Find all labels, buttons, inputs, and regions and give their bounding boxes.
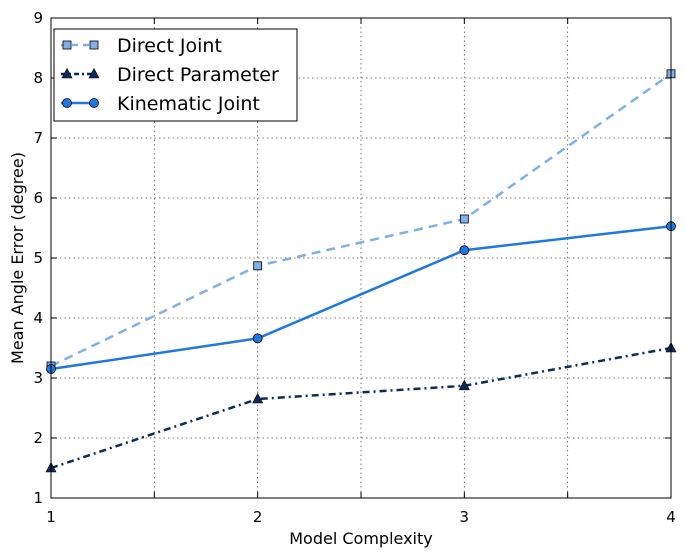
legend-marker [62,40,72,50]
y-tick-label: 2 [33,429,43,447]
data-point [459,245,470,256]
series-layer [45,69,677,473]
legend-label: Kinematic Joint [117,93,260,115]
data-point [253,261,263,271]
y-tick-label: 7 [33,129,43,147]
y-tick-label: 4 [33,309,43,327]
x-tick-label: 4 [666,508,676,526]
legend-label: Direct Parameter [117,64,279,86]
y-tick-label: 8 [33,69,43,87]
y-tick-label: 1 [33,489,43,507]
data-point [252,333,263,344]
series-kinematic-joint [46,221,676,374]
y-tick-label: 6 [33,189,43,207]
legend-marker [89,40,99,50]
series-line [50,72,672,368]
data-point [459,214,469,224]
axis-ticks: 1 2 3 4 1 2 3 4 5 6 7 8 9 [33,9,675,526]
x-tick-label: 1 [46,508,56,526]
legend-marker [61,67,73,79]
legend-marker [88,67,100,79]
x-tick-label: 3 [460,508,470,526]
series-line [50,346,672,470]
legend-label: Direct Joint [117,35,222,57]
series-line [50,224,672,371]
y-tick-label: 5 [33,249,43,267]
y-tick-label: 9 [33,9,43,27]
y-axis-label: Mean Angle Error (degree) [8,152,27,364]
legend-marker [62,98,72,108]
x-tick-label: 2 [253,508,263,526]
legend-marker [89,98,99,108]
legend: Direct Joint Direct Parameter Kinematic Jo… [53,28,298,122]
x-axis-label: Model Complexity [289,529,433,548]
data-point [252,392,264,404]
data-point [458,379,470,391]
y-tick-label: 3 [33,369,43,387]
series-direct-parameter [45,341,677,473]
